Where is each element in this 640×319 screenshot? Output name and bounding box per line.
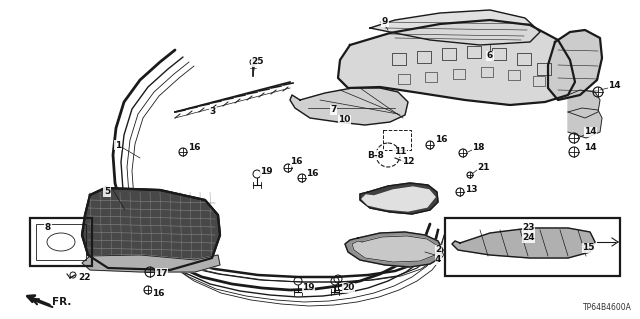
- Text: 16: 16: [435, 136, 447, 145]
- Text: 13: 13: [465, 186, 477, 195]
- Polygon shape: [568, 90, 600, 118]
- Text: 7: 7: [330, 106, 337, 115]
- Polygon shape: [82, 255, 220, 272]
- Text: 14: 14: [608, 80, 621, 90]
- Bar: [36, 224, 86, 260]
- Text: 23: 23: [522, 224, 534, 233]
- Text: 16: 16: [290, 158, 303, 167]
- Text: 24: 24: [522, 234, 534, 242]
- Text: 10: 10: [338, 115, 350, 124]
- Bar: [30, 218, 92, 266]
- Bar: [508, 70, 520, 80]
- Text: B-8: B-8: [367, 151, 385, 160]
- Polygon shape: [82, 188, 220, 270]
- Polygon shape: [568, 108, 602, 138]
- Circle shape: [250, 59, 256, 65]
- Text: 11: 11: [394, 147, 406, 157]
- Polygon shape: [360, 183, 438, 214]
- Text: 15: 15: [582, 243, 595, 253]
- Text: 14: 14: [584, 144, 596, 152]
- Text: 12: 12: [402, 158, 414, 167]
- Text: 19: 19: [302, 284, 315, 293]
- Text: 20: 20: [342, 284, 355, 293]
- Text: 21: 21: [477, 164, 490, 173]
- Text: 8: 8: [45, 224, 51, 233]
- Polygon shape: [352, 236, 438, 262]
- Text: 5: 5: [104, 188, 110, 197]
- Text: 18: 18: [472, 144, 484, 152]
- Text: 9: 9: [382, 18, 388, 26]
- Bar: [492, 48, 506, 60]
- Polygon shape: [452, 228, 595, 258]
- Bar: [445, 218, 620, 276]
- Text: 2: 2: [435, 246, 441, 255]
- Text: 25: 25: [252, 57, 264, 66]
- Text: FR.: FR.: [52, 297, 72, 307]
- Bar: [481, 67, 493, 77]
- Bar: [453, 69, 465, 79]
- Bar: [467, 46, 481, 58]
- Bar: [425, 72, 437, 82]
- Bar: [533, 76, 545, 86]
- Text: 16: 16: [152, 288, 164, 298]
- Bar: [398, 74, 410, 84]
- Polygon shape: [370, 10, 540, 45]
- Polygon shape: [362, 187, 435, 211]
- Polygon shape: [290, 88, 408, 125]
- Text: 16: 16: [306, 168, 319, 177]
- Text: 4: 4: [435, 256, 442, 264]
- Text: 6: 6: [487, 51, 493, 61]
- Text: 17: 17: [155, 269, 168, 278]
- Bar: [537, 63, 551, 75]
- Bar: [383, 130, 411, 150]
- Bar: [442, 48, 456, 60]
- Text: 3: 3: [210, 108, 216, 116]
- Bar: [417, 51, 431, 63]
- Text: 22: 22: [78, 273, 90, 283]
- Text: 1: 1: [115, 140, 121, 150]
- Polygon shape: [338, 20, 575, 105]
- Polygon shape: [345, 232, 443, 267]
- Bar: [517, 53, 531, 65]
- Polygon shape: [548, 30, 602, 100]
- Text: 14: 14: [584, 128, 596, 137]
- Text: 16: 16: [188, 144, 200, 152]
- Bar: [392, 53, 406, 65]
- Text: 19: 19: [260, 167, 273, 176]
- Text: TP64B4600A: TP64B4600A: [583, 303, 632, 312]
